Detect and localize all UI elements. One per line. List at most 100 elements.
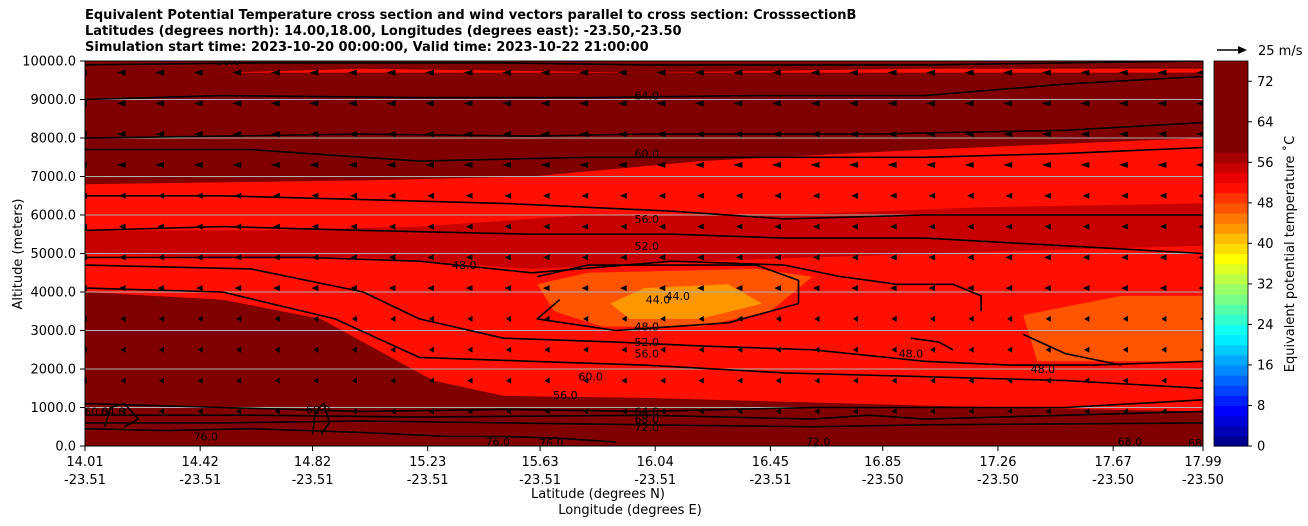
colorbar-band-15 xyxy=(1214,283,1248,295)
wind-vector-287 xyxy=(737,346,743,353)
contour-label-19: 76.0 xyxy=(539,437,564,450)
x-tick-lon-5: -23.51 xyxy=(634,473,676,488)
y-tick-label-1: 1000.0 xyxy=(31,401,77,416)
contour-line-10 xyxy=(910,337,954,351)
wind-vector-116 xyxy=(1080,161,1090,168)
wind-vector-25 xyxy=(1041,69,1051,76)
wind-vector-206 xyxy=(1082,254,1090,261)
wind-vector-85 xyxy=(1041,131,1051,138)
contour-label-11: 56.0 xyxy=(553,389,578,402)
wind-vector-138 xyxy=(774,192,781,199)
wind-vector-90 xyxy=(85,161,87,168)
colorbar-band-37 xyxy=(1214,61,1248,72)
wind-vector-83 xyxy=(964,131,974,138)
wind-vector-197 xyxy=(735,254,743,261)
y-tick-label-7: 7000.0 xyxy=(31,170,77,185)
wind-vector-107 xyxy=(733,161,743,168)
wind-vector-142 xyxy=(928,192,936,199)
wind-vector-37 xyxy=(347,100,357,107)
wind-vector-63 xyxy=(193,131,203,138)
contour-label-18: 76.0 xyxy=(486,435,511,448)
wind-vector-292 xyxy=(930,346,936,353)
wind-vector-351 xyxy=(891,408,897,415)
wind-vector-102 xyxy=(540,161,550,168)
x-tick-lon-2: -23.51 xyxy=(292,473,334,488)
wind-vector-7 xyxy=(347,69,357,76)
wind-vector-46 xyxy=(694,100,704,107)
wind-vector-24 xyxy=(1003,69,1013,76)
wind-vector-235 xyxy=(1044,285,1051,292)
wind-vector-215 xyxy=(273,285,280,292)
contour-label-20: 76.0 xyxy=(194,430,219,443)
colorbar-band-2 xyxy=(1214,415,1248,427)
contour-labels: 64.060.056.052.048.048.052.056.044.044.0… xyxy=(85,61,1203,450)
x-tick-lon-7: -23.50 xyxy=(862,473,904,488)
wind-vector-254 xyxy=(621,315,627,322)
wind-vector-357 xyxy=(1122,408,1128,415)
wind-vector-145 xyxy=(1044,192,1051,199)
chart-title: Equivalent Potential Temperature cross s… xyxy=(85,8,856,56)
wind-vector-135 xyxy=(658,192,666,199)
y-tick-label-2: 2000.0 xyxy=(31,363,77,378)
x-tick-lon-9: -23.50 xyxy=(1092,473,1134,488)
colorbar-tick-label-8: 64 xyxy=(1257,115,1274,130)
wind-vector-141 xyxy=(890,192,897,199)
wind-vector-355 xyxy=(1045,408,1051,415)
wind-vector-13 xyxy=(579,69,589,76)
fill-region-2 xyxy=(85,203,1203,269)
contour-label-0: 64.0 xyxy=(635,90,660,103)
wind-vector-118 xyxy=(1157,161,1167,168)
contour-label-3: 52.0 xyxy=(635,240,660,253)
wind-vector-202 xyxy=(928,254,936,261)
wind-vector-69 xyxy=(425,131,434,138)
wind-vector-214 xyxy=(234,285,242,292)
wind-vector-67 xyxy=(347,131,357,138)
wind-vector-189 xyxy=(427,254,434,261)
wind-vector-104 xyxy=(617,161,627,168)
wind-vector-327 xyxy=(1122,377,1128,384)
y-tick-label-6: 6000.0 xyxy=(31,209,77,224)
wind-vector-18 xyxy=(771,69,781,76)
wind-vector-276 xyxy=(313,346,319,353)
wind-vector-44 xyxy=(617,100,627,107)
wind-vector-122 xyxy=(157,192,165,199)
colorbar-band-0 xyxy=(1214,435,1248,447)
x-axis-label-longitude: Longitude (degrees E) xyxy=(558,503,702,518)
contour-label-8: 44.0 xyxy=(646,294,671,307)
wind-vector-130 xyxy=(465,192,473,199)
wind-vector-227 xyxy=(735,285,743,292)
contour-line-17 xyxy=(311,402,331,435)
wind-vector-152 xyxy=(157,223,165,230)
wind-vector-28 xyxy=(1157,69,1167,76)
colorbar: 0 8 16 24 32 40 48 56 64 72 Equivalent potential t… xyxy=(1213,60,1298,455)
wind-vector-236 xyxy=(1082,285,1090,292)
wind-vector-60 xyxy=(85,131,87,138)
wind-vector-248 xyxy=(390,315,396,322)
wind-vector-78 xyxy=(771,131,781,138)
wind-vector-224 xyxy=(620,285,627,292)
wind-vector-217 xyxy=(350,285,357,292)
wind-vector-260 xyxy=(852,315,858,322)
wind-vector-318 xyxy=(775,377,781,384)
wind-vector-111 xyxy=(887,161,897,168)
wind-vector-6 xyxy=(309,69,319,76)
contour-label-5: 48.0 xyxy=(635,321,660,334)
colorbar-band-26 xyxy=(1214,172,1248,184)
wind-vector-220 xyxy=(465,285,473,292)
y-tick-label-3: 3000.0 xyxy=(31,324,77,339)
wind-vector-238 xyxy=(1159,285,1167,292)
wind-vector-49 xyxy=(810,100,820,107)
wind-vector-29 xyxy=(1196,70,1203,75)
wind-vector-56 xyxy=(1080,100,1090,107)
colorbar-band-14 xyxy=(1214,294,1248,305)
wind-vector-207 xyxy=(1121,254,1128,261)
wind-vector-320 xyxy=(852,377,858,384)
wind-vector-36 xyxy=(309,100,319,107)
wind-vector-148 xyxy=(1159,192,1167,199)
wind-vector-132 xyxy=(543,192,550,199)
wind-vector-353 xyxy=(968,408,974,415)
wind-vector-241 xyxy=(120,315,126,322)
contour-line-15 xyxy=(85,427,616,443)
wind-vector-3 xyxy=(193,69,203,76)
wind-vector-319 xyxy=(814,377,820,384)
